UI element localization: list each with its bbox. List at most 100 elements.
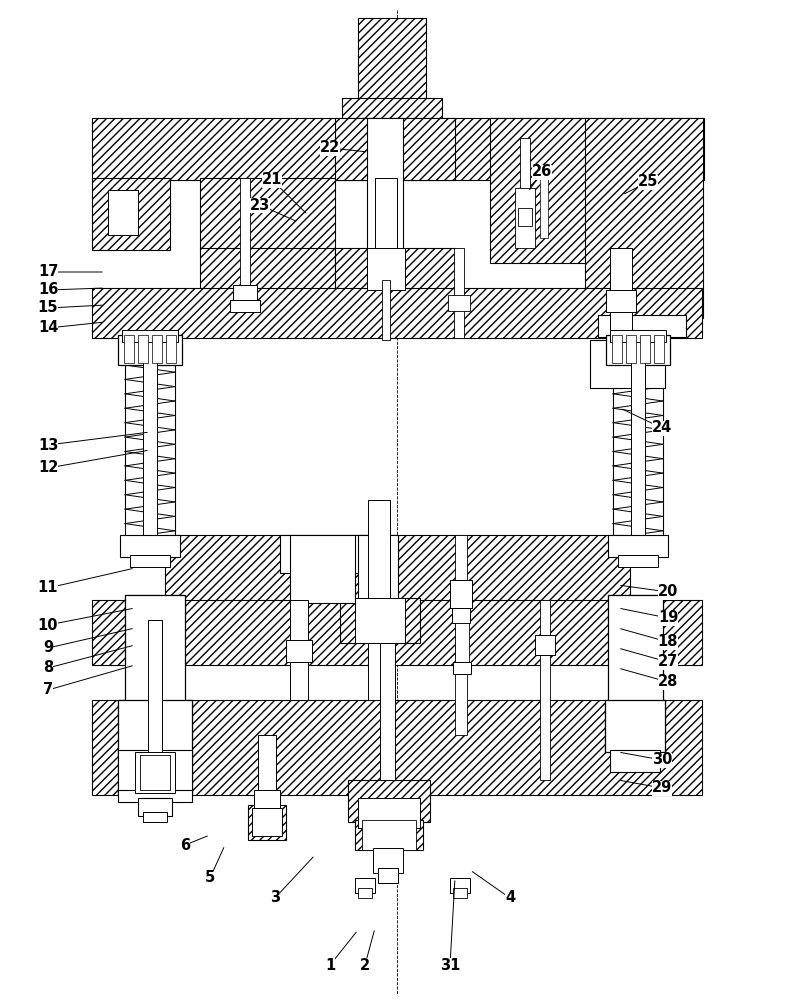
- Bar: [92, 700, 702, 795]
- Bar: [520, 138, 530, 220]
- Bar: [140, 755, 170, 790]
- Bar: [515, 188, 535, 248]
- Text: 1: 1: [325, 958, 335, 972]
- Bar: [92, 288, 702, 338]
- Bar: [454, 248, 464, 338]
- Bar: [165, 535, 630, 603]
- Text: 18: 18: [657, 635, 678, 650]
- Text: 3: 3: [270, 890, 280, 906]
- Bar: [130, 555, 170, 567]
- Text: 14: 14: [38, 320, 58, 336]
- Bar: [540, 178, 548, 238]
- Bar: [124, 335, 134, 363]
- Bar: [631, 338, 645, 548]
- Bar: [92, 288, 702, 338]
- Bar: [355, 820, 423, 850]
- Bar: [200, 178, 335, 250]
- Bar: [367, 118, 403, 283]
- Bar: [348, 780, 430, 822]
- Bar: [450, 878, 470, 893]
- Bar: [626, 335, 636, 363]
- Bar: [358, 535, 398, 575]
- Bar: [608, 535, 668, 557]
- Text: 7: 7: [43, 682, 53, 698]
- Bar: [367, 248, 405, 290]
- Bar: [606, 290, 636, 312]
- Text: 31: 31: [440, 958, 461, 972]
- Text: 16: 16: [38, 282, 58, 298]
- Bar: [455, 535, 467, 735]
- Bar: [135, 752, 175, 793]
- Bar: [92, 178, 170, 250]
- Bar: [358, 888, 372, 898]
- Bar: [490, 118, 588, 263]
- Bar: [118, 700, 192, 795]
- Bar: [610, 248, 632, 343]
- Text: 13: 13: [38, 438, 58, 452]
- Bar: [605, 700, 665, 752]
- Bar: [605, 700, 665, 752]
- Bar: [598, 315, 686, 337]
- Bar: [118, 335, 182, 365]
- Bar: [355, 878, 375, 893]
- Bar: [138, 335, 148, 363]
- Bar: [122, 330, 178, 342]
- Text: 21: 21: [262, 172, 282, 188]
- Bar: [606, 335, 670, 365]
- Bar: [240, 178, 250, 288]
- Text: 24: 24: [652, 420, 673, 436]
- Text: 8: 8: [43, 660, 53, 676]
- Bar: [585, 118, 703, 318]
- Bar: [335, 248, 455, 290]
- Bar: [258, 735, 276, 795]
- Bar: [286, 640, 312, 662]
- Text: 20: 20: [657, 584, 678, 599]
- Bar: [340, 598, 420, 643]
- Bar: [125, 595, 185, 707]
- Bar: [200, 248, 335, 290]
- Bar: [118, 700, 192, 755]
- Bar: [618, 555, 658, 567]
- Bar: [453, 888, 467, 898]
- Bar: [355, 820, 423, 850]
- Bar: [610, 750, 660, 772]
- Bar: [125, 595, 185, 620]
- Bar: [280, 535, 365, 573]
- Bar: [118, 750, 192, 795]
- Bar: [92, 118, 704, 180]
- Bar: [254, 790, 280, 808]
- Bar: [612, 335, 622, 363]
- Bar: [125, 595, 185, 620]
- Bar: [200, 248, 335, 290]
- Bar: [608, 595, 663, 620]
- Text: 17: 17: [38, 264, 58, 279]
- Bar: [230, 300, 260, 312]
- Bar: [348, 780, 430, 822]
- Bar: [640, 335, 650, 363]
- Bar: [248, 805, 286, 840]
- Bar: [358, 535, 398, 603]
- Bar: [358, 798, 420, 828]
- Bar: [608, 595, 663, 620]
- Bar: [143, 338, 157, 548]
- Bar: [490, 118, 588, 263]
- Text: 22: 22: [320, 140, 340, 155]
- Bar: [358, 535, 398, 575]
- Bar: [450, 580, 472, 608]
- Bar: [108, 190, 138, 235]
- Text: 11: 11: [38, 580, 58, 595]
- Bar: [362, 820, 416, 850]
- Bar: [118, 790, 192, 802]
- Bar: [138, 798, 172, 816]
- Bar: [585, 118, 703, 318]
- Bar: [518, 208, 532, 226]
- Bar: [252, 808, 282, 836]
- Bar: [120, 535, 180, 557]
- Bar: [605, 700, 665, 752]
- Text: 28: 28: [657, 674, 678, 690]
- Bar: [92, 600, 702, 665]
- Bar: [373, 848, 403, 873]
- Bar: [590, 340, 665, 388]
- Text: 25: 25: [638, 174, 658, 190]
- Bar: [453, 662, 471, 674]
